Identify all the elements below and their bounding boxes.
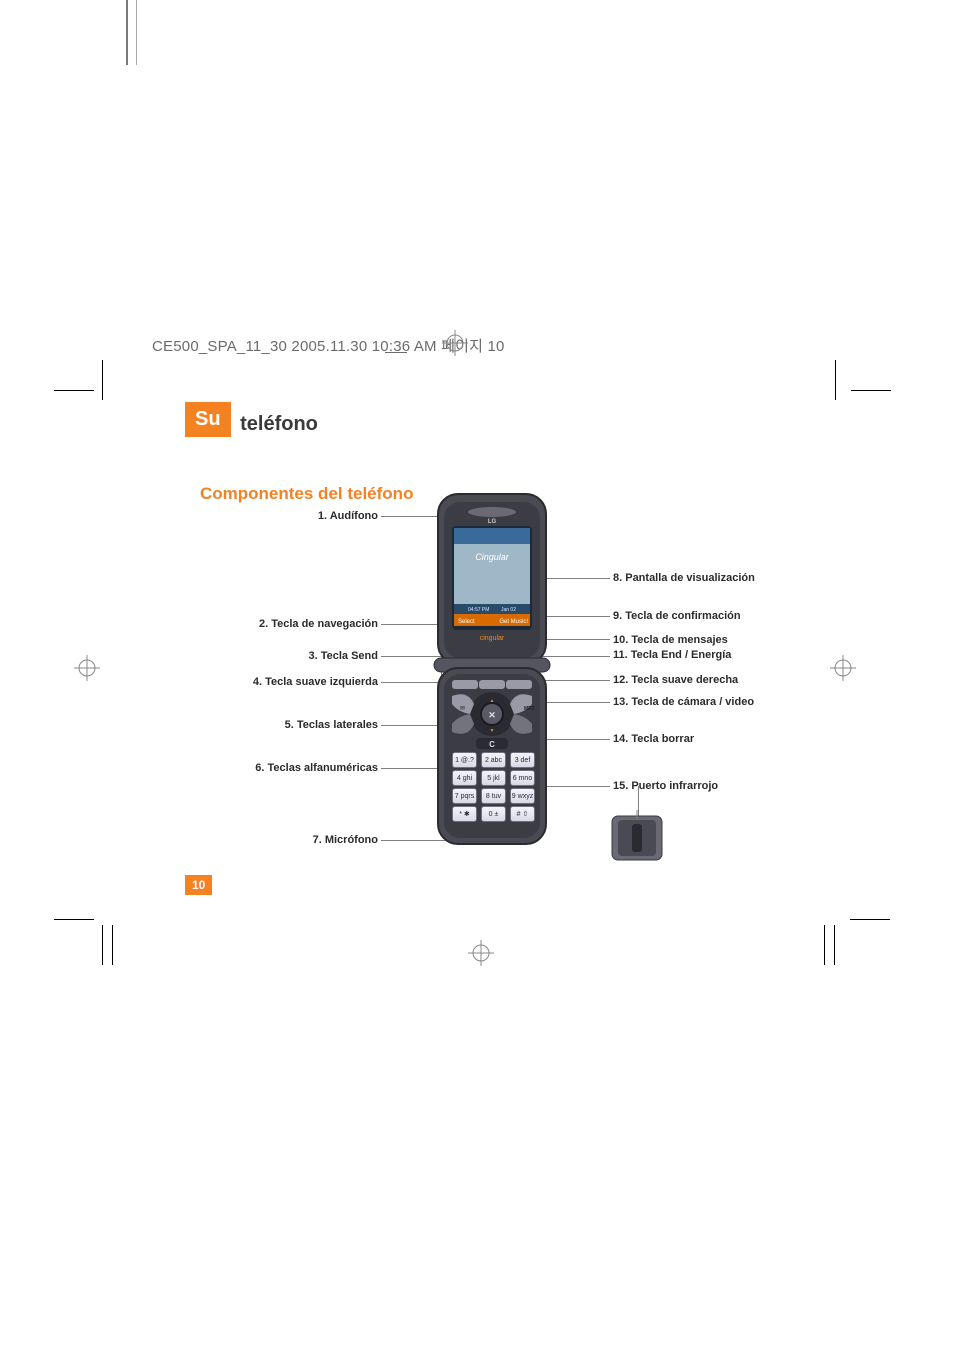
registration-mark-icon xyxy=(830,655,856,681)
label-suave-der: 12. Tecla suave derecha xyxy=(613,674,738,686)
registration-mark-icon xyxy=(74,655,100,681)
label-send: 3. Tecla Send xyxy=(309,650,379,662)
svg-text:C: C xyxy=(489,740,495,749)
svg-text:Jan 02: Jan 02 xyxy=(501,607,516,613)
label-suave-izq: 4. Tecla suave izquierda xyxy=(253,676,378,688)
svg-text:Get Music!: Get Music! xyxy=(499,619,528,625)
label-end: 11. Tecla End / Energía xyxy=(613,649,731,661)
label-navegacion: 2. Tecla de navegación xyxy=(259,618,378,630)
key-7: 7 pqrs xyxy=(452,788,477,804)
key-4: 4 ghi xyxy=(452,770,477,786)
title-highlight: Su xyxy=(185,402,231,437)
svg-text:▲: ▲ xyxy=(490,698,495,704)
key-5: 5 jkl xyxy=(481,770,506,786)
svg-text:✕: ✕ xyxy=(488,710,496,720)
key-8: 8 tuv xyxy=(481,788,506,804)
registration-mark-icon xyxy=(442,330,468,356)
label-camara: 13. Tecla de cámara / video xyxy=(613,696,754,708)
key-0: 0 ± xyxy=(481,806,506,822)
label-microfono: 7. Micrófono xyxy=(313,834,378,846)
infrared-port-illustration xyxy=(608,810,668,875)
title-rest: teléfono xyxy=(231,402,318,446)
svg-text:✉: ✉ xyxy=(460,706,465,712)
svg-text:LG: LG xyxy=(488,519,497,525)
crop-mark xyxy=(126,0,128,65)
key-6: 6 mno xyxy=(510,770,535,786)
label-laterales: 5. Teclas laterales xyxy=(285,719,378,731)
header-underline xyxy=(385,352,407,353)
page-title: Su teléfono xyxy=(185,402,318,446)
crop-mark xyxy=(136,0,137,65)
svg-text:MP3: MP3 xyxy=(524,706,535,712)
key-1: 1 @.? xyxy=(452,752,477,768)
svg-text:Select: Select xyxy=(458,619,475,625)
phone-illustration: LG Cingular 04:57 PM Jan 02 Select Get M… xyxy=(428,490,558,855)
label-confirmacion: 9. Tecla de confirmación xyxy=(613,610,741,622)
svg-text:Cingular: Cingular xyxy=(475,552,510,562)
label-audifono: 1. Audífono xyxy=(318,510,378,522)
registration-mark-icon xyxy=(468,940,494,966)
svg-text:▼: ▼ xyxy=(490,728,495,734)
key-hash: # ⇧ xyxy=(510,806,535,822)
label-alfanum: 6. Teclas alfanuméricas xyxy=(255,762,378,774)
keypad: 1 @.? 2 abc 3 def 4 ghi 5 jkl 6 mno 7 pq… xyxy=(452,752,537,822)
svg-text:cingular: cingular xyxy=(480,635,505,642)
key-3: 3 def xyxy=(510,752,535,768)
key-2: 2 abc xyxy=(481,752,506,768)
label-pantalla: 8. Pantalla de visualización xyxy=(613,572,755,584)
label-mensajes: 10. Tecla de mensajes xyxy=(613,634,728,646)
label-infrarrojo: 15. Puerto infrarrojo xyxy=(613,780,718,792)
label-borrar: 14. Tecla borrar xyxy=(613,733,694,745)
key-star: * ✱ xyxy=(452,806,477,822)
phone-diagram: 1. Audífono 2. Tecla de navegación 3. Te… xyxy=(198,490,788,890)
svg-text:04:57 PM: 04:57 PM xyxy=(468,607,489,613)
key-9: 9 wxyz xyxy=(510,788,535,804)
